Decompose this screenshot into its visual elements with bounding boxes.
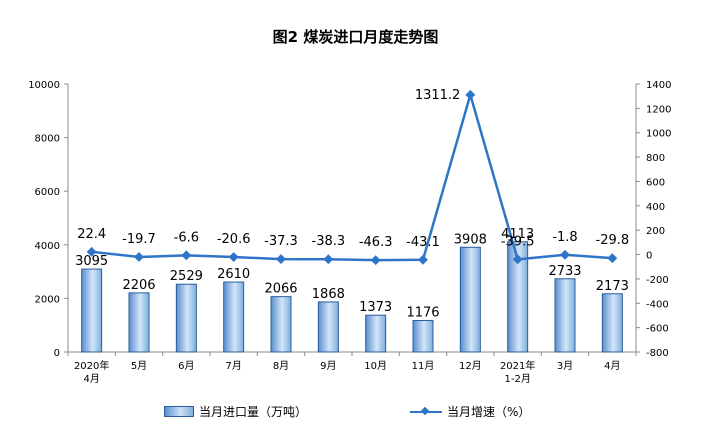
y-left-tick-label: 10000 <box>28 80 60 91</box>
line-point <box>276 254 286 265</box>
line-data-label: -46.3 <box>359 235 393 250</box>
bar-data-label: 2733 <box>548 264 581 279</box>
line-point <box>465 89 476 100</box>
bar-data-label: 2529 <box>170 269 203 284</box>
line-data-label: -39.5 <box>501 234 535 249</box>
y-right-tick-label: -400 <box>646 299 669 310</box>
bar <box>223 281 245 353</box>
bar-data-label: 2173 <box>596 279 629 294</box>
y-right-tick-label: 800 <box>646 153 665 164</box>
y-left-tick-label: 2000 <box>35 294 60 305</box>
x-tick-label: 4月 <box>83 373 99 385</box>
chart-title: 图2 煤炭进口月度走势图 <box>272 28 439 46</box>
bar-data-label: 2610 <box>217 267 250 282</box>
line-data-label: -6.6 <box>174 230 199 245</box>
line-point <box>323 254 334 265</box>
bar-data-label: 2066 <box>264 282 297 297</box>
x-tick-label: 4月 <box>604 360 620 372</box>
line-point <box>418 254 428 265</box>
legend-bar: 当月进口量（万吨） <box>164 403 307 420</box>
line-point <box>607 253 618 264</box>
y-right-tick-label: -200 <box>646 275 669 286</box>
x-tick-label: 1-2月 <box>504 373 530 385</box>
line-point <box>228 252 239 263</box>
line-point <box>370 255 381 266</box>
line-point <box>86 246 97 257</box>
y-left-tick-label: 4000 <box>35 241 60 252</box>
x-tick-label: 6月 <box>178 360 194 372</box>
line-data-label: -38.3 <box>312 234 346 249</box>
legend-line-label: 当月增速（%） <box>447 405 531 419</box>
bar-data-label: 1868 <box>312 287 345 302</box>
bar <box>459 246 481 353</box>
line-point <box>560 249 570 260</box>
line-point <box>134 251 144 262</box>
x-tick-label: 2020年 <box>74 359 109 372</box>
line-point <box>181 250 192 261</box>
bar-data-label: 1176 <box>406 305 439 320</box>
y-right-tick-label: -800 <box>646 348 669 359</box>
bar <box>554 278 576 353</box>
bar-data-label: 2206 <box>122 278 155 293</box>
x-tick-label: 9月 <box>320 360 336 372</box>
line-data-label: 1311.2 <box>415 88 461 103</box>
y-right-tick-label: 200 <box>646 226 665 237</box>
y-left-tick-label: 0 <box>54 348 60 359</box>
bar <box>507 241 529 353</box>
bar <box>412 319 434 353</box>
x-tick-label: 5月 <box>131 360 147 372</box>
bar <box>601 293 623 353</box>
y-right-tick-label: 1000 <box>646 129 671 140</box>
y-right-tick-label: 400 <box>646 202 665 213</box>
legend-bar-label: 当月进口量（万吨） <box>199 405 308 419</box>
bar <box>317 301 339 353</box>
legend-line-swatch-icon <box>410 407 442 417</box>
line-data-label: -29.8 <box>596 233 630 248</box>
y-right-tick-label: 0 <box>646 251 652 262</box>
x-tick-label: 10月 <box>364 360 387 372</box>
y-right-tick-label: 1400 <box>646 80 671 91</box>
bar-data-label: 3095 <box>75 254 108 269</box>
x-tick-label: 2021年 <box>500 359 535 372</box>
bar <box>365 314 387 353</box>
line-data-label: 22.4 <box>77 227 106 242</box>
line-data-label: -43.1 <box>406 235 440 250</box>
y-right-tick-label: -600 <box>646 324 669 335</box>
bar <box>128 292 150 353</box>
bar <box>270 296 292 353</box>
bar <box>175 283 197 353</box>
x-tick-label: 11月 <box>412 360 435 372</box>
line-data-label: -37.3 <box>264 234 298 249</box>
x-tick-label: 7月 <box>225 360 241 372</box>
line-data-label: -20.6 <box>217 232 251 247</box>
legend-bar-swatch-icon <box>164 406 194 417</box>
x-tick-label: 8月 <box>273 360 289 372</box>
line-point <box>512 254 523 265</box>
bar-data-label: 4113 <box>501 227 534 242</box>
line-data-label: -19.7 <box>122 232 156 247</box>
x-tick-label: 3月 <box>557 360 573 372</box>
y-left-tick-label: 6000 <box>35 187 60 198</box>
x-tick-label: 12月 <box>459 360 482 372</box>
legend-line: 当月增速（%） <box>410 403 530 420</box>
bar <box>81 268 103 353</box>
growth-line <box>91 90 613 262</box>
y-right-tick-label: 1200 <box>646 104 671 115</box>
bar-data-label: 3908 <box>454 232 487 247</box>
y-right-tick-label: 600 <box>646 177 665 188</box>
line-data-label: -1.8 <box>552 230 577 245</box>
y-left-tick-label: 8000 <box>35 134 60 145</box>
bar-data-label: 1373 <box>359 300 392 315</box>
